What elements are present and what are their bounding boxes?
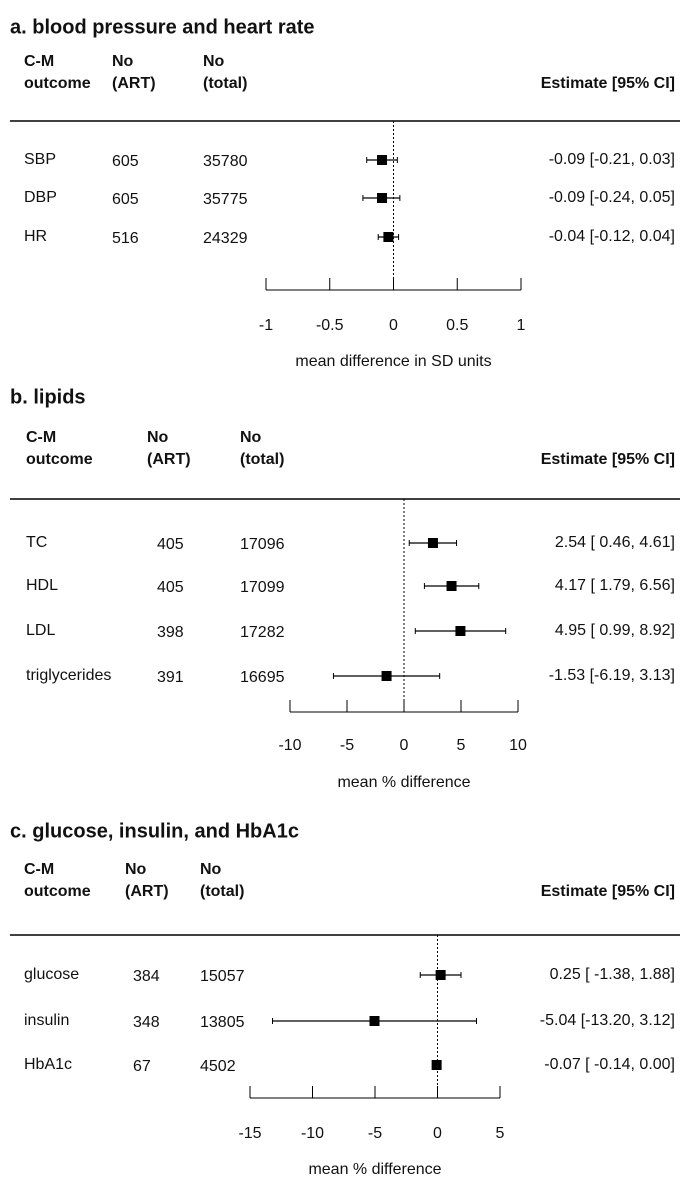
n-total: 35780 bbox=[203, 153, 248, 170]
x-tick-label: 5 bbox=[496, 1125, 505, 1142]
estimate-header: Estimate [95% CI] bbox=[541, 75, 675, 92]
column-header: (ART) bbox=[125, 883, 169, 900]
outcome-label: DBP bbox=[24, 189, 57, 206]
estimate-label: -0.09 [-0.21, 0.03] bbox=[549, 151, 675, 168]
column-header: No bbox=[147, 429, 169, 446]
point-estimate bbox=[377, 155, 388, 165]
panel-title: c. glucose, insulin, and HbA1c bbox=[10, 820, 299, 842]
estimate-label: 4.17 [ 1.79, 6.56] bbox=[555, 577, 675, 594]
n-total: 35775 bbox=[203, 191, 248, 208]
x-tick-label: -0.5 bbox=[316, 317, 344, 334]
estimate-label: 4.95 [ 0.99, 8.92] bbox=[555, 622, 675, 639]
x-tick-label: -15 bbox=[238, 1125, 261, 1142]
column-header: outcome bbox=[24, 75, 91, 92]
outcome-label: glucose bbox=[24, 966, 79, 983]
x-tick-label: 0 bbox=[389, 317, 398, 334]
outcome-label: HR bbox=[24, 228, 47, 245]
n-total: 4502 bbox=[200, 1058, 236, 1075]
n-art: 405 bbox=[157, 536, 184, 553]
x-tick-label: 0 bbox=[433, 1125, 442, 1142]
outcome-label: HbA1c bbox=[24, 1056, 72, 1073]
column-header: C-M bbox=[24, 861, 54, 878]
outcome-label: TC bbox=[26, 534, 47, 551]
column-header: (total) bbox=[240, 451, 284, 468]
column-header: (ART) bbox=[112, 75, 156, 92]
column-header: outcome bbox=[24, 883, 91, 900]
column-header: No bbox=[200, 861, 222, 878]
column-header: outcome bbox=[26, 451, 93, 468]
n-art: 384 bbox=[133, 968, 160, 985]
n-art: 391 bbox=[157, 669, 184, 686]
column-header: No bbox=[240, 429, 262, 446]
point-estimate bbox=[435, 970, 446, 980]
outcome-label: HDL bbox=[26, 577, 58, 594]
n-total: 17099 bbox=[240, 579, 285, 596]
outcome-label: SBP bbox=[24, 151, 56, 168]
column-header: (total) bbox=[203, 75, 247, 92]
estimate-label: -5.04 [-13.20, 3.12] bbox=[540, 1012, 675, 1029]
estimate-label: -0.04 [-0.12, 0.04] bbox=[549, 228, 675, 245]
panel-title: a. blood pressure and heart rate bbox=[10, 16, 315, 38]
n-art: 67 bbox=[133, 1058, 151, 1075]
column-header: C-M bbox=[24, 53, 54, 70]
point-estimate bbox=[369, 1016, 380, 1026]
x-tick-label: 10 bbox=[509, 737, 527, 754]
column-header: C-M bbox=[26, 429, 56, 446]
estimate-label: -0.09 [-0.24, 0.05] bbox=[549, 189, 675, 206]
outcome-label: insulin bbox=[24, 1012, 69, 1029]
point-estimate bbox=[427, 538, 438, 548]
n-art: 605 bbox=[112, 191, 139, 208]
n-total: 24329 bbox=[203, 230, 248, 247]
n-art: 516 bbox=[112, 230, 139, 247]
x-tick-label: -10 bbox=[278, 737, 301, 754]
n-total: 17096 bbox=[240, 536, 285, 553]
column-header: No bbox=[125, 861, 147, 878]
outcome-label: LDL bbox=[26, 622, 55, 639]
estimate-label: -0.07 [ -0.14, 0.00] bbox=[544, 1056, 675, 1073]
estimate-header: Estimate [95% CI] bbox=[541, 883, 675, 900]
x-tick-label: -5 bbox=[368, 1125, 382, 1142]
n-total: 15057 bbox=[200, 968, 245, 985]
column-header: No bbox=[203, 53, 225, 70]
outcome-label: triglycerides bbox=[26, 667, 111, 684]
point-estimate bbox=[431, 1060, 442, 1070]
x-tick-label: 5 bbox=[457, 737, 466, 754]
point-estimate bbox=[446, 581, 457, 591]
n-art: 398 bbox=[157, 624, 184, 641]
point-estimate bbox=[377, 193, 388, 203]
column-header: (ART) bbox=[147, 451, 191, 468]
x-tick-label: -1 bbox=[259, 317, 273, 334]
n-total: 17282 bbox=[240, 624, 285, 641]
n-art: 605 bbox=[112, 153, 139, 170]
x-axis-label: mean difference in SD units bbox=[295, 353, 491, 370]
estimate-header: Estimate [95% CI] bbox=[541, 451, 675, 468]
column-header: (total) bbox=[200, 883, 244, 900]
n-total: 16695 bbox=[240, 669, 285, 686]
n-art: 348 bbox=[133, 1014, 160, 1031]
x-tick-label: 0 bbox=[400, 737, 409, 754]
x-axis-label: mean % difference bbox=[308, 1161, 441, 1178]
x-axis-label: mean % difference bbox=[337, 774, 470, 791]
estimate-label: -1.53 [-6.19, 3.13] bbox=[549, 667, 675, 684]
n-art: 405 bbox=[157, 579, 184, 596]
point-estimate bbox=[455, 626, 466, 636]
point-estimate bbox=[383, 232, 394, 242]
column-header: No bbox=[112, 53, 134, 70]
point-estimate bbox=[381, 671, 392, 681]
x-tick-label: 0.5 bbox=[446, 317, 468, 334]
estimate-label: 0.25 [ -1.38, 1.88] bbox=[550, 966, 675, 983]
x-tick-label: 1 bbox=[517, 317, 526, 334]
panel-title: b. lipids bbox=[10, 386, 86, 408]
estimate-label: 2.54 [ 0.46, 4.61] bbox=[555, 534, 675, 551]
x-tick-label: -10 bbox=[301, 1125, 324, 1142]
x-tick-label: -5 bbox=[340, 737, 354, 754]
n-total: 13805 bbox=[200, 1014, 245, 1031]
